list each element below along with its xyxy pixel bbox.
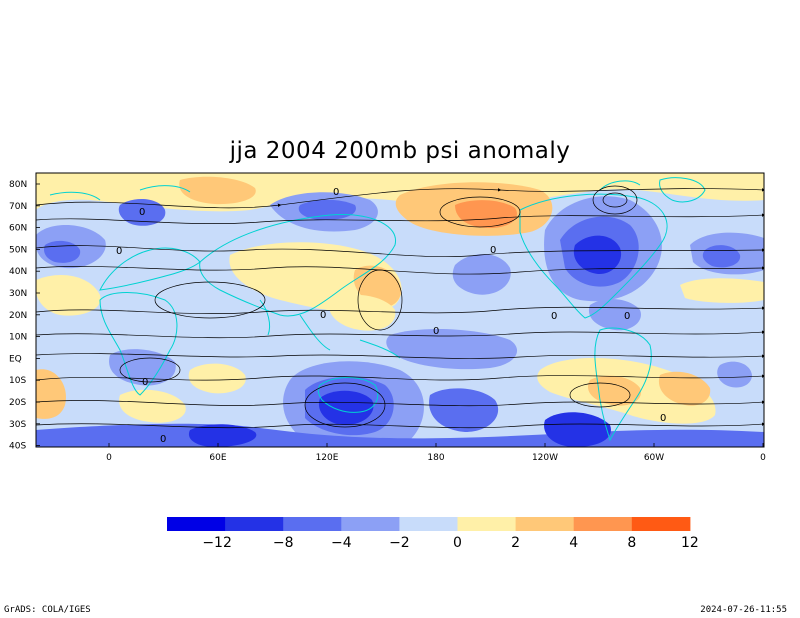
contour-labels: 0 0 0 0 0 0 0 0 0 0 0 [116,187,666,445]
latitude-axis: 80N 70N 60N 50N 40N 30N 20N 10N EQ 10S 20S 30S 40S [9,180,40,452]
streamlines [36,185,764,429]
longitude-label: 60E [209,453,226,463]
latitude-label: 20N [9,311,27,321]
map-frame [35,172,765,448]
latitude-label: 70N [9,202,27,212]
footer-timestamp: 2024-07-26-11:55 [700,605,787,615]
colorbar-swatch [399,517,458,531]
contour-label: 0 [660,413,666,424]
colorbar-tick-label: 2 [511,535,520,551]
contour-label: 0 [116,246,122,257]
latitude-label: 30S [9,420,26,430]
latitude-label: 40S [9,442,26,452]
colorbar-labels: −12 −8 −4 −2 0 2 4 8 12 [202,535,698,551]
longitude-label: 60W [644,453,664,463]
colorbar-tick-label: −2 [389,535,410,551]
colorbar-tick-label: −4 [331,535,352,551]
latitude-label: EQ [9,354,22,364]
colorbar-tick-label: 12 [681,535,699,551]
colorbar-tick-label: 8 [627,535,636,551]
colorbar-swatch [341,517,400,531]
latitude-label: 20S [9,398,26,408]
contour-label: 0 [320,310,326,321]
latitude-label: 50N [9,245,27,255]
contour-label: 0 [624,311,630,322]
colorbar-swatch [515,517,575,531]
colorbar-swatch [167,517,226,531]
contour-label: 0 [160,434,166,445]
longitude-label: 120W [532,453,558,463]
latitude-label: 60N [9,224,27,234]
colorbar-swatch [457,517,517,531]
latitude-label: 30N [9,289,27,299]
footer-credit: GrADS: COLA/IGES [4,605,91,615]
map-field [36,173,764,447]
longitude-label: 0 [760,453,766,463]
contour-label: 0 [433,326,439,337]
latitude-label: 10S [9,376,26,386]
colorbar [167,517,691,531]
colorbar-tick-label: −8 [273,535,294,551]
contour-label: 0 [333,187,339,198]
longitude-label: 180 [427,453,444,463]
contour-label: 0 [551,311,557,322]
colorbar-swatch [631,517,691,531]
colorbar-tick-label: 4 [569,535,578,551]
contour-label: 0 [490,245,496,256]
colorbar-swatch [283,517,342,531]
latitude-label: 80N [9,180,27,190]
contour-label: 0 [142,377,148,388]
colorbar-tick-label: −12 [202,535,232,551]
latitude-label: 40N [9,267,27,277]
map-title: jja 2004 200mb psi anomaly [229,138,571,164]
colorbar-swatch [573,517,633,531]
longitude-label: 120E [316,453,339,463]
latitude-label: 10N [9,333,27,343]
colorbar-swatch [225,517,284,531]
colorbar-tick-label: 0 [453,535,462,551]
contour-label: 0 [139,207,145,218]
longitude-axis: 0 60E 120E 180 120W 60W 0 [106,443,766,463]
longitude-label: 0 [106,453,112,463]
